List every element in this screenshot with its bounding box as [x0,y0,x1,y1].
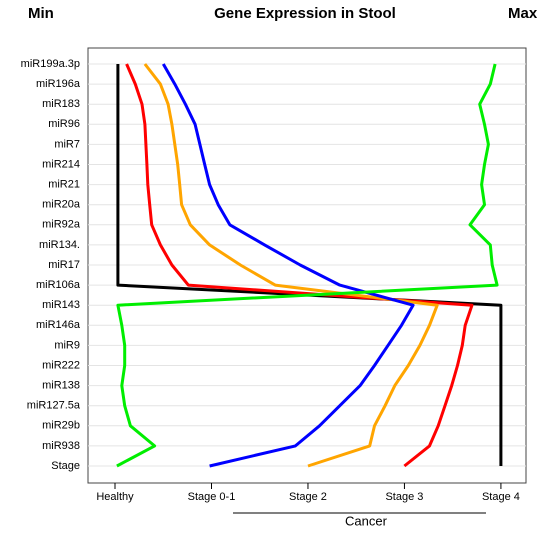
y-tick-label: miR127.5a [27,400,81,412]
y-tick-label: miR222 [42,359,80,371]
y-tick-label: miR183 [42,98,80,110]
y-tick-label: miR134. [39,239,80,251]
y-tick-label: miR92a [42,219,81,231]
y-tick-label: miR96 [48,118,80,130]
max-label: Max [508,5,538,22]
y-tick-label: miR29b [42,420,80,432]
y-tick-label: miR146a [36,319,81,331]
x-tick-label: Healthy [96,491,134,503]
x-axis-label: Cancer [345,513,388,528]
y-tick-label: miR938 [42,440,80,452]
y-tick-label: miR106a [36,279,81,291]
min-label: Min [28,5,54,22]
y-tick-label: miR138 [42,380,80,392]
series-line [161,63,415,468]
y-tick-label: miR143 [42,299,80,311]
series-line [116,64,503,466]
x-tick-label: Stage 2 [289,491,327,503]
y-tick-label: miR7 [54,138,80,150]
series-line [116,63,499,468]
x-tick-label: Stage 3 [385,491,423,503]
series-line [125,63,474,468]
chart-title: Gene Expression in Stool [214,5,396,22]
y-tick-label: miR20a [42,199,81,211]
y-tick-label: miR9 [54,339,80,351]
y-tick-label: Stage [51,460,80,472]
y-tick-label: miR196a [36,78,81,90]
y-tick-label: miR21 [48,179,80,191]
series-line [143,63,439,468]
x-tick-label: Stage 4 [482,491,520,503]
y-tick-label: miR199a.3p [21,58,80,70]
y-tick-label: miR214 [42,158,80,170]
y-tick-label: miR17 [48,259,80,271]
x-tick-label: Stage 0-1 [188,491,236,503]
